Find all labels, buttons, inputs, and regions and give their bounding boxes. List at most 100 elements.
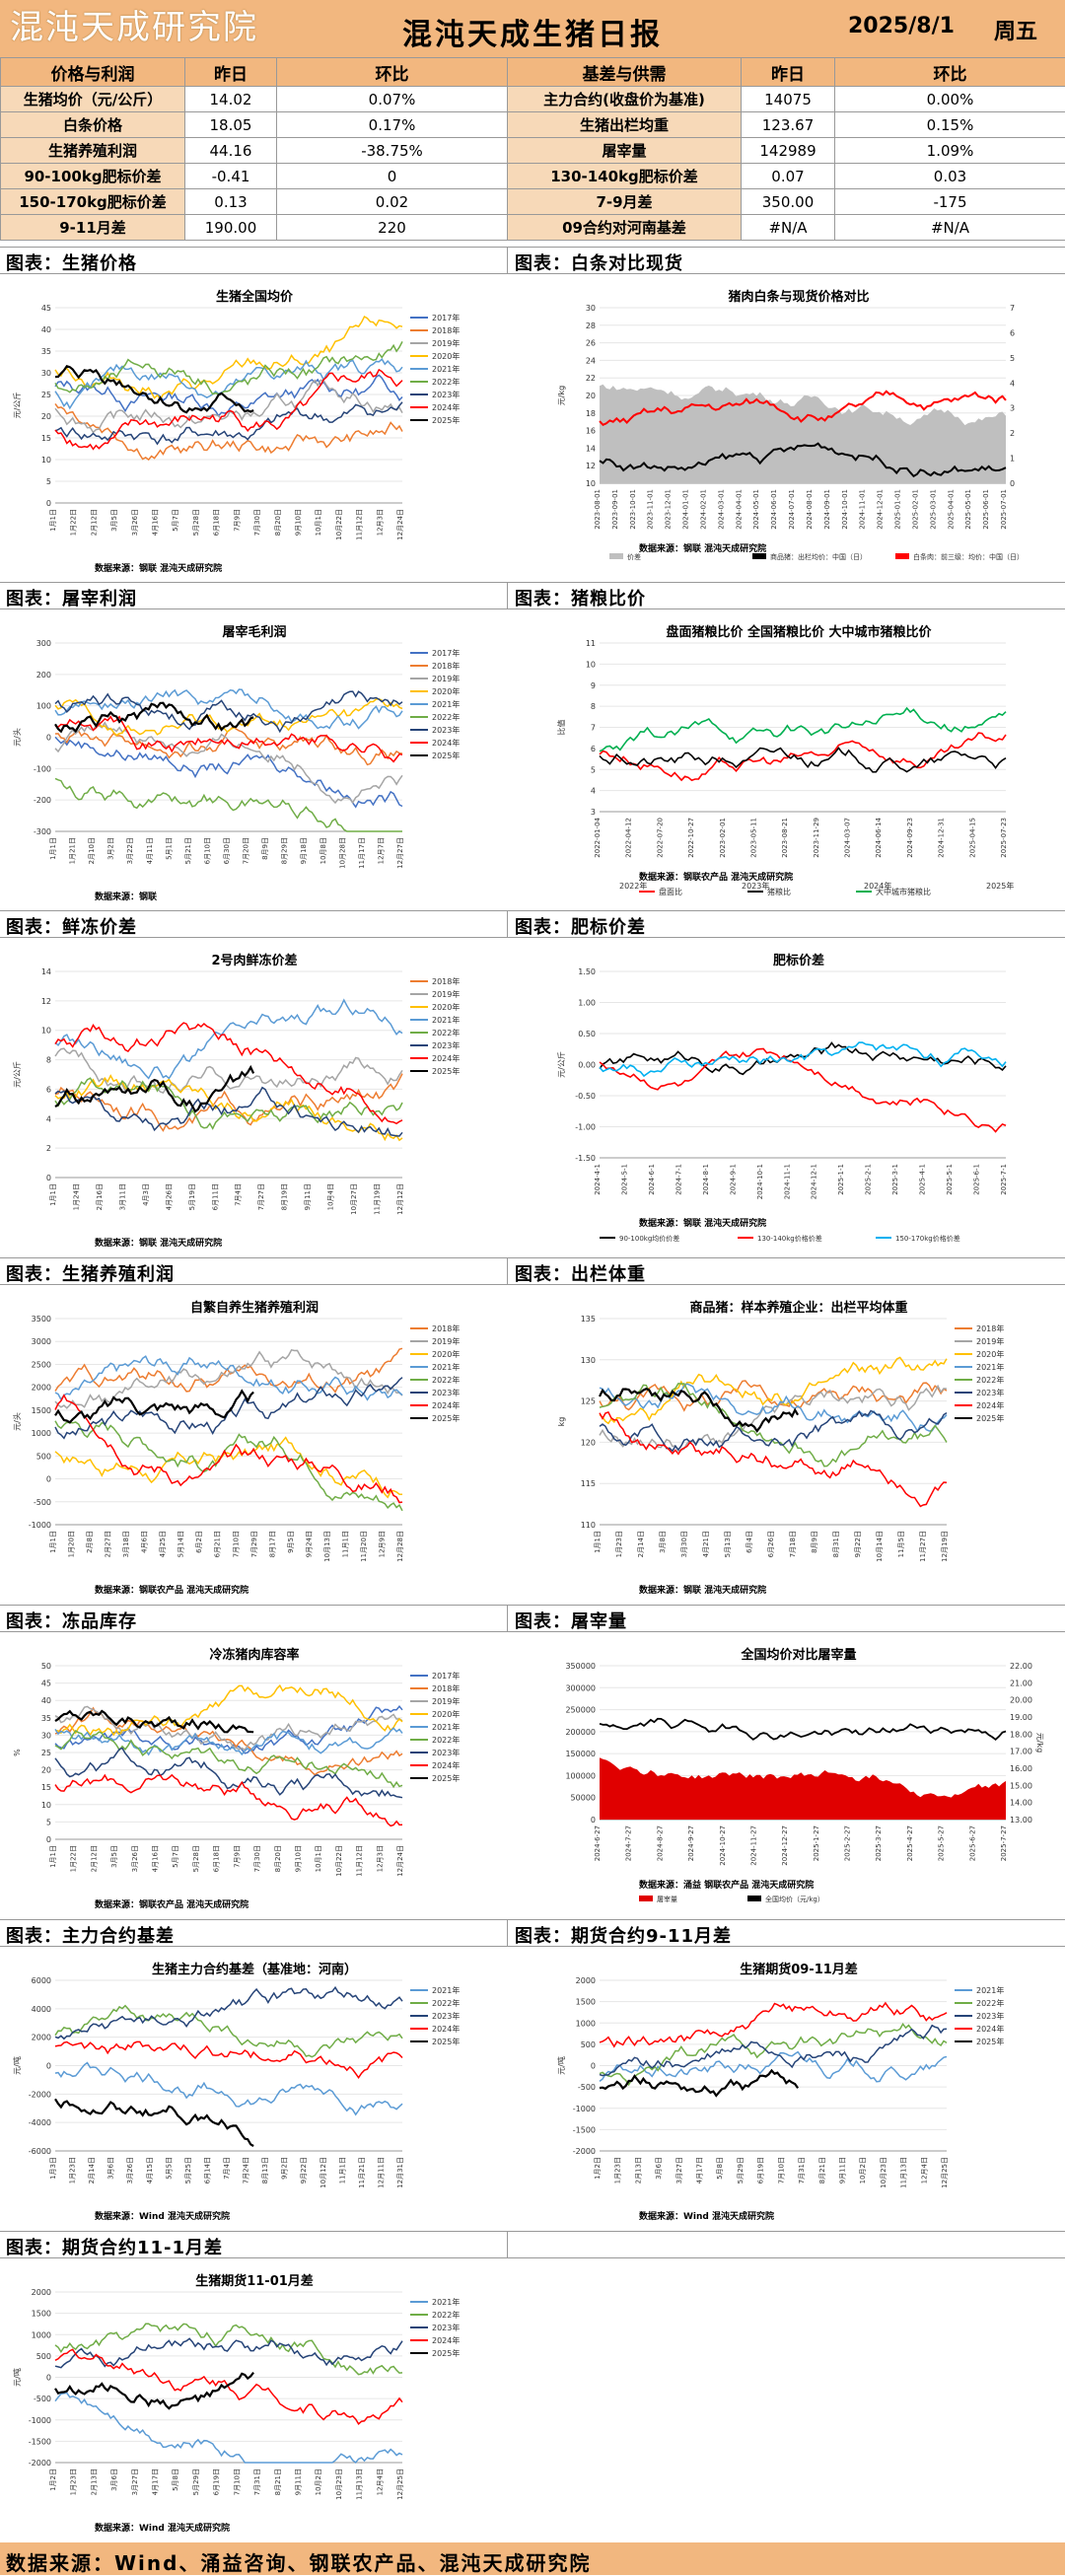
x-tick-label: 3月30日 — [680, 1531, 688, 1557]
y-tick-label: 2000 — [32, 2288, 51, 2297]
y-tick-label: 130 — [581, 1356, 596, 1365]
x-tick-label: 5月21日 — [184, 837, 192, 864]
x-tick-label: 2024-6-27 — [594, 1825, 602, 1861]
kpi-value-cell: 1.09% — [835, 138, 1065, 164]
legend-label: 2023年 — [432, 1748, 460, 1757]
x-tick-label: 1月1日 — [49, 837, 57, 860]
x-tick-label: 7月10日 — [233, 2469, 241, 2495]
kpi-label-cell: 生猪出栏均重 — [508, 112, 742, 138]
y-tick-label: 0 — [46, 1174, 51, 1182]
footer-text: 数据来源：Wind、涌益咨询、钢联农产品、混沌天成研究院 — [6, 2547, 591, 2576]
x-tick-label: 6月14日 — [203, 2157, 211, 2183]
series-line — [55, 1088, 402, 1136]
legend-label: 2024年 — [432, 1760, 460, 1770]
x-tick-label: 10月23日 — [880, 2157, 888, 2188]
y-tick-label: 20 — [586, 392, 596, 400]
x-tick-label: 7月27日 — [257, 1183, 265, 1210]
kpi-header-cell: 昨日 — [742, 58, 835, 87]
legend-swatch — [895, 553, 909, 559]
kpi-value-cell: 0.13 — [185, 189, 277, 215]
x-tick-label: 2023-05-11 — [749, 818, 757, 858]
y-tick-label: -500 — [578, 2083, 596, 2092]
y-tick-label: 350000 — [565, 1662, 596, 1671]
y2-tick-label: 1 — [1010, 455, 1015, 464]
x-tick-label: 2月14日 — [88, 2157, 96, 2183]
x-tick-label: 10月1日 — [315, 1845, 322, 1872]
kpi-value-cell: 142989 — [742, 138, 835, 164]
x-tick-label: 8月13日 — [261, 2157, 269, 2183]
chart-svg: 3500003000002500002000001500001000005000… — [552, 1634, 1045, 1913]
x-tick-label: 2025-5-1 — [946, 1164, 954, 1195]
y-tick-label: -1500 — [573, 2125, 596, 2134]
y-tick-label: -1.00 — [575, 1123, 596, 1132]
x-tick-label: 12月19日 — [941, 1531, 949, 1562]
x-tick-label: 7月9日 — [233, 1845, 241, 1868]
section-header: 图表：冻品库存图表：屠宰量 — [0, 1605, 1065, 1632]
legend-label: 2025年 — [432, 1773, 460, 1783]
y-tick-label: 1000 — [576, 2019, 596, 2028]
y-axis-label: 元/吨 — [12, 2368, 22, 2387]
legend-label: 2023年 — [432, 1040, 460, 1050]
section-divider — [507, 2232, 508, 2257]
x-tick-label: 2025-7-27 — [1000, 1825, 1008, 1861]
legend-label: 2018年 — [432, 1683, 460, 1693]
y-tick-label: -300 — [34, 827, 51, 836]
y-tick-label: -2000 — [29, 2459, 51, 2468]
x-tick-label: 2024-06-01 — [770, 489, 778, 530]
x-tick-label: 10月22日 — [335, 1845, 343, 1877]
y-tick-label: 18 — [586, 409, 596, 418]
section-header: 图表：生猪养殖利润图表：出栏体重 — [0, 1257, 1065, 1285]
x-tick-label: 10月8日 — [320, 837, 327, 864]
y-tick-label: -2000 — [29, 2090, 51, 2099]
legend-label: 2018年 — [432, 1324, 460, 1333]
series-line — [55, 1023, 402, 1123]
x-tick-label: 2025-1-1 — [837, 1164, 845, 1195]
x-tick-label: 4月11日 — [146, 837, 154, 864]
y-tick-label: -100 — [34, 764, 51, 773]
kpi-value-cell: -38.75% — [277, 138, 508, 164]
x-tick-label: 10月28日 — [338, 837, 346, 869]
y-tick-label: 110 — [581, 1521, 596, 1530]
x-tick-label: 6月18日 — [213, 1845, 221, 1872]
y-tick-label: 2000 — [32, 1384, 51, 1393]
x-tick-label: 9月18日 — [300, 837, 308, 864]
x-tick-label: 5月19日 — [188, 1183, 196, 1210]
y2-tick-label: 14.00 — [1010, 1799, 1032, 1808]
section-title-left: 图表：屠宰利润 — [6, 585, 137, 610]
legend-label: 屠宰量 — [657, 1895, 677, 1903]
x-tick-label: 5月8日 — [716, 2157, 724, 2180]
legend-label: 2022年 — [432, 1998, 460, 2008]
chart-svg: 1.501.000.500.00-0.50-1.00-1.50元/公斤2024-… — [552, 940, 1045, 1252]
x-tick-label: 2025-01-01 — [894, 489, 902, 530]
x-tick-label: 2024-4-1 — [594, 1164, 602, 1195]
y-tick-label: 1000 — [32, 2330, 51, 2339]
x-tick-label: 2025-04-15 — [968, 818, 976, 858]
section-title-right: 图表：屠宰量 — [515, 1608, 627, 1633]
x-tick-label: 4月3日 — [142, 1183, 150, 1206]
chart-svg: 2000150010005000-500-1000-1500-2000元/吨1月… — [8, 2260, 501, 2537]
legend-label: 2023年 — [432, 725, 460, 735]
series-line — [55, 778, 402, 831]
series-line — [55, 1421, 402, 1511]
x-tick-label: 1月1日 — [49, 1531, 57, 1553]
report-date: 2025/8/1 — [848, 14, 955, 38]
legend-swatch — [747, 1896, 761, 1901]
x-tick-label: 5月29日 — [192, 2469, 200, 2495]
legend-label: 2024年 — [976, 1400, 1004, 1410]
x-tick-label: 4月17日 — [696, 2157, 704, 2183]
y-tick-label: 135 — [581, 1315, 596, 1324]
x-tick-label: 2022-10-27 — [687, 818, 695, 858]
x-tick-label: 2月27日 — [105, 1531, 112, 1557]
y-tick-label: 1500 — [576, 1998, 596, 2007]
legend-label: 2023年 — [432, 390, 460, 399]
x-tick-label: 2023-09-01 — [611, 489, 619, 530]
x-tick-label: 1月1日 — [49, 1183, 57, 1206]
x-tick-label: 9月11日 — [294, 2469, 302, 2495]
x-tick-label: 1月23日 — [615, 1531, 623, 1557]
x-tick-label: 7月29日 — [250, 1531, 258, 1557]
x-tick-label: 6月4日 — [746, 1531, 753, 1553]
legend-label: 2025年 — [432, 1413, 460, 1423]
y-tick-label: -1000 — [29, 2416, 51, 2425]
